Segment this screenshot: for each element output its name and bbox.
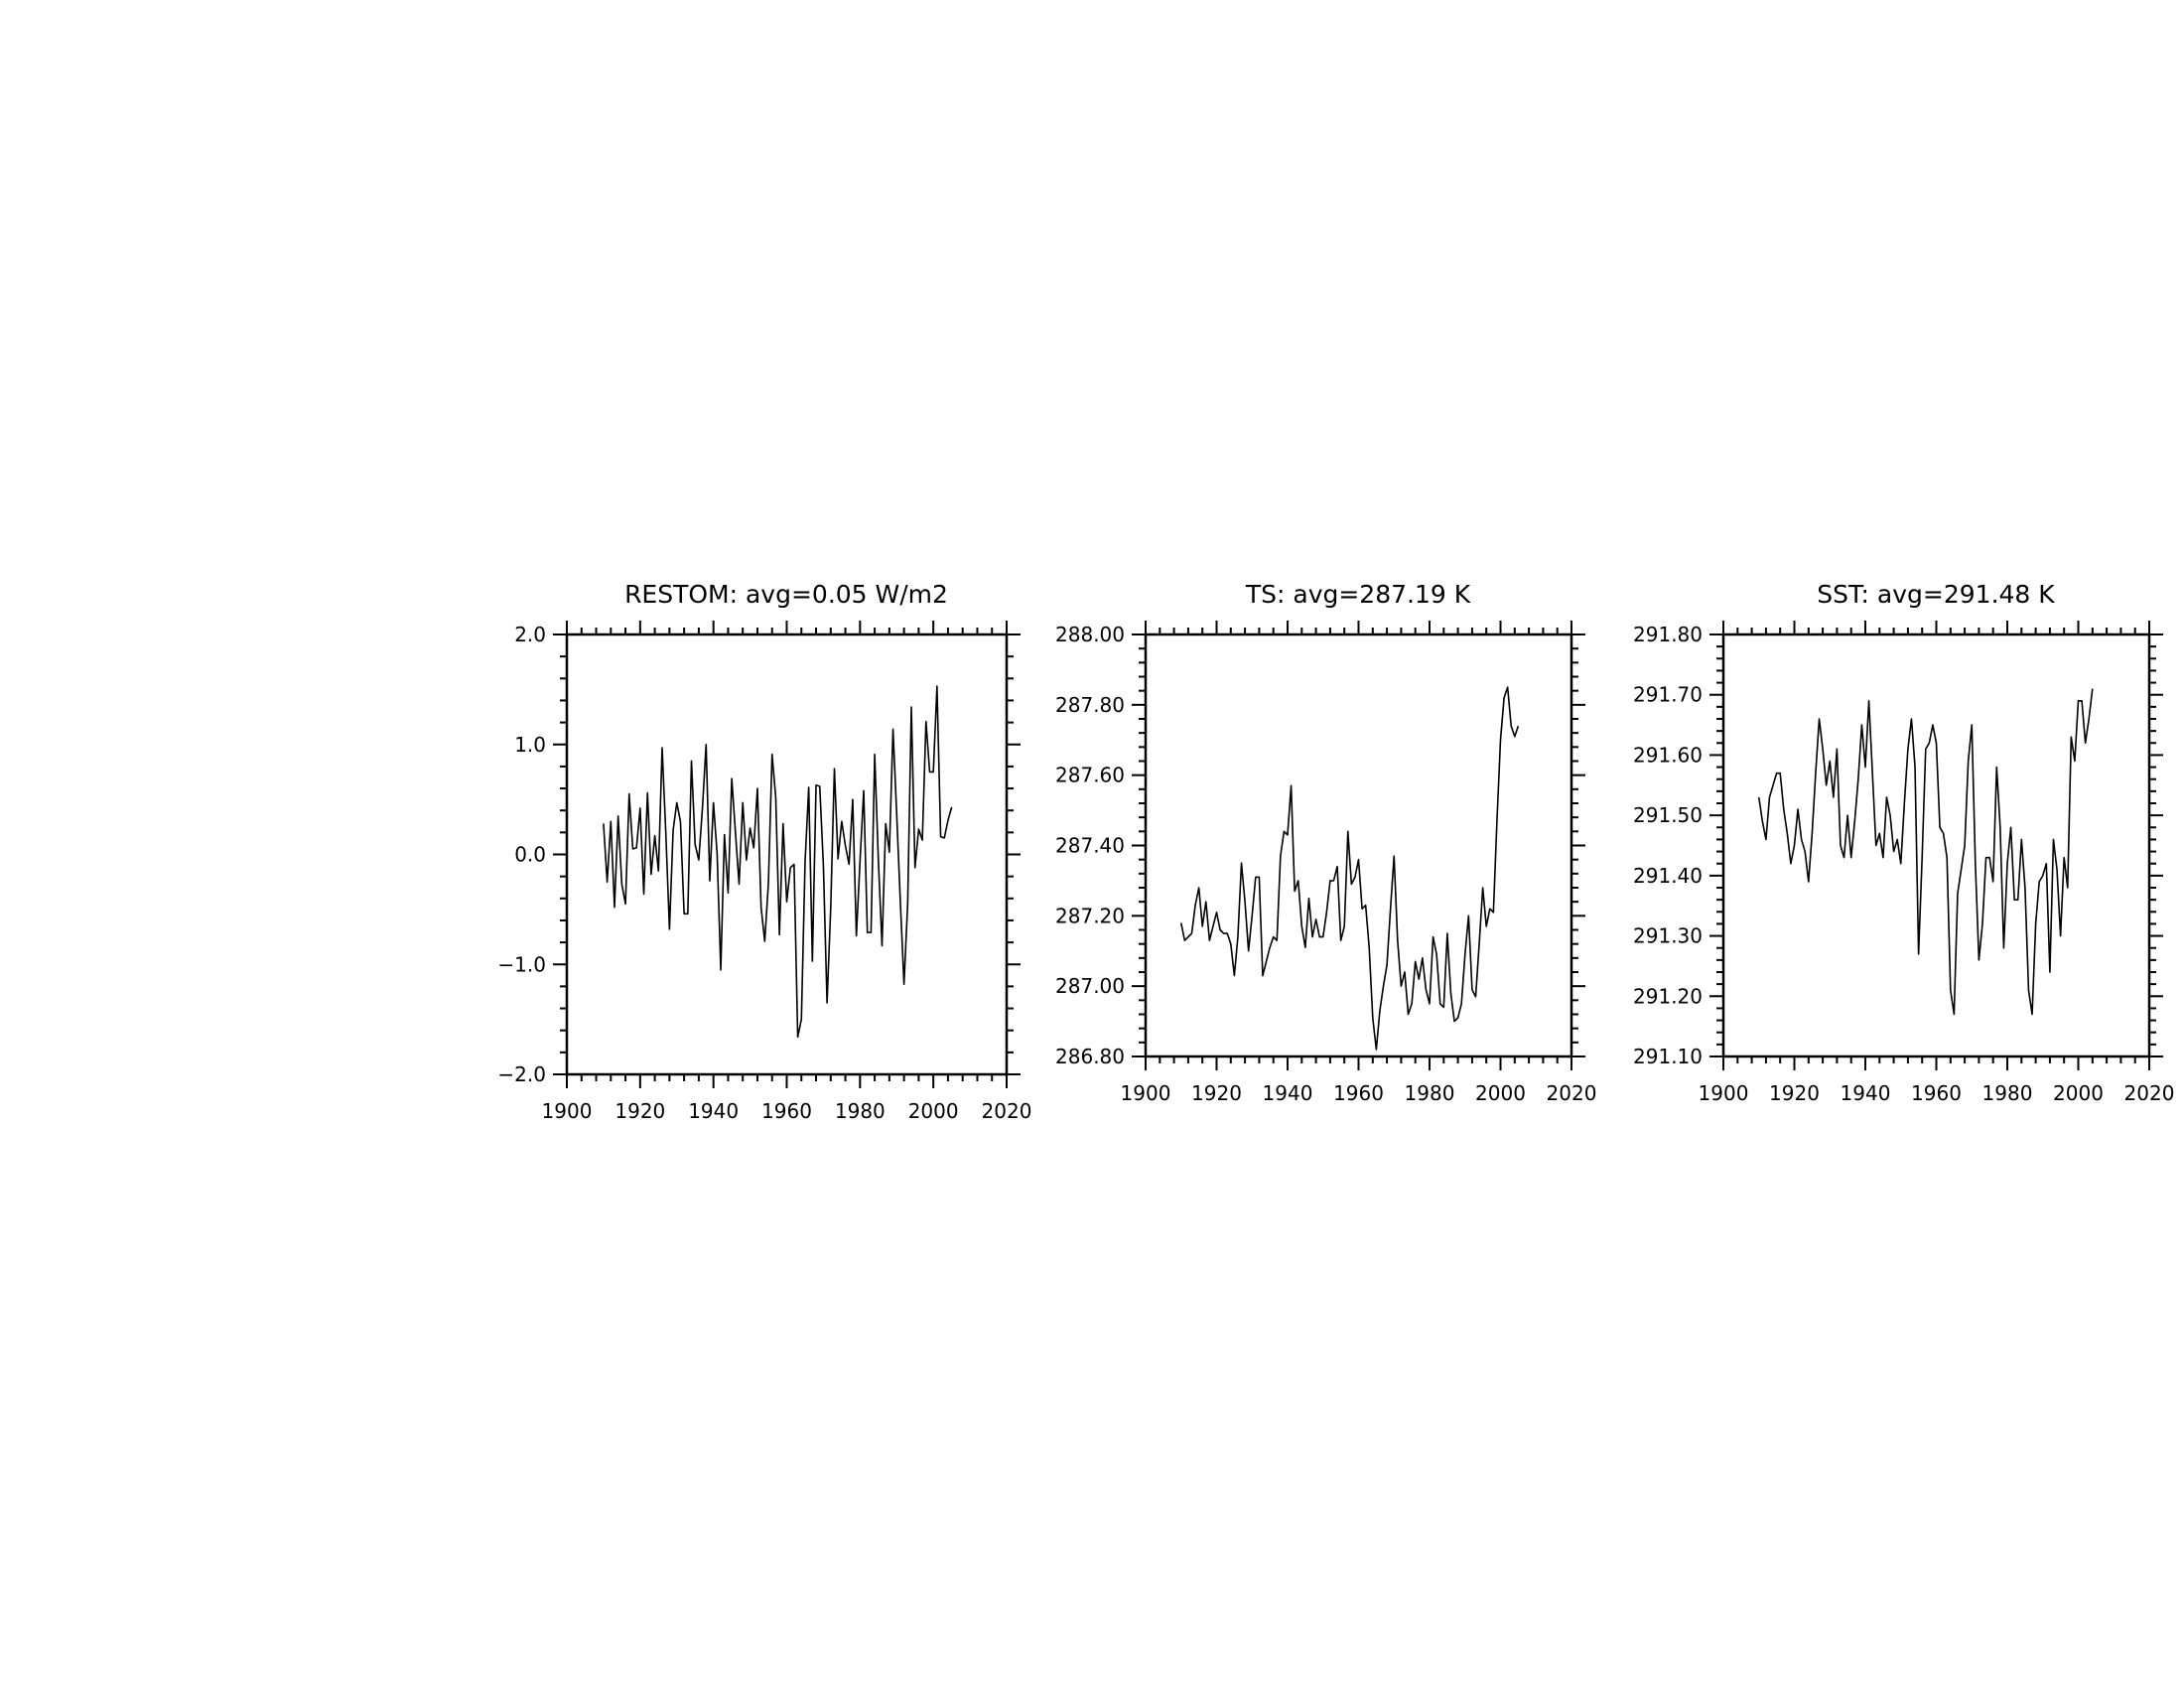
ts-tick-labels: 1900 1920 1940 1960 1980 2000 2020 286.80 287.00… — [1055, 623, 1596, 1105]
ts-panel: TS: avg=287.19 K 1900 1920 1940 1960 1980 200… — [1055, 580, 1596, 1105]
restom-ytick-label: 0.0 — [514, 843, 546, 867]
ts-xtick-label: 1980 — [1405, 1081, 1455, 1105]
restom-xtick-label: 1900 — [542, 1099, 593, 1123]
ts-ytick-label: 287.20 — [1055, 904, 1125, 927]
restom-xtick-label: 1960 — [761, 1099, 812, 1123]
ts-plot-frame — [1144, 633, 1573, 1058]
ts-ticks — [1132, 621, 1585, 1070]
sst-xtick-label: 1900 — [1699, 1081, 1749, 1105]
sst-series-line — [1757, 688, 2094, 1016]
sst-tick-labels: 1900 1920 1940 1960 1980 2000 2020 291.10 291.20… — [1633, 623, 2174, 1105]
ts-xtick-label: 1960 — [1333, 1081, 1384, 1105]
ts-ytick-label: 286.80 — [1055, 1045, 1125, 1068]
restom-xtick-label: 1980 — [835, 1099, 886, 1123]
restom-xtick-label: 2020 — [982, 1099, 1032, 1123]
sst-ytick-label: 291.30 — [1633, 924, 1703, 948]
sst-ticks — [1709, 621, 2163, 1070]
sst-ytick-label: 291.20 — [1633, 984, 1703, 1008]
sst-xtick-label: 2000 — [2053, 1081, 2104, 1105]
ts-title: TS: avg=287.19 K — [1245, 580, 1471, 609]
restom-ytick-label: 1.0 — [514, 733, 546, 757]
ts-xtick-label: 1920 — [1191, 1081, 1242, 1105]
sst-ytick-label: 291.50 — [1633, 803, 1703, 827]
restom-plot-frame — [565, 633, 1009, 1076]
ts-series-line — [1179, 686, 1520, 1051]
ts-ytick-label: 287.40 — [1055, 834, 1125, 858]
ts-ytick-label: 287.80 — [1055, 693, 1125, 717]
sst-xtick-label: 1980 — [1982, 1081, 2033, 1105]
restom-xtick-label: 1940 — [688, 1099, 739, 1123]
sst-plot-frame — [1721, 633, 2151, 1058]
restom-xtick-label: 2000 — [908, 1099, 959, 1123]
sst-ytick-label: 291.60 — [1633, 743, 1703, 767]
sst-title: SST: avg=291.48 K — [1817, 580, 2055, 609]
ts-xtick-label: 2000 — [1475, 1081, 1526, 1105]
sst-panel: SST: avg=291.48 K 1900 1920 1940 1960 1980 20… — [1633, 580, 2174, 1105]
sst-xtick-label: 1940 — [1841, 1081, 1891, 1105]
sst-ytick-label: 291.70 — [1633, 683, 1703, 707]
restom-ticks — [553, 621, 1021, 1088]
ts-ytick-label: 288.00 — [1055, 623, 1125, 646]
sst-xtick-label: 2020 — [2124, 1081, 2175, 1105]
restom-ytick-label: −1.0 — [497, 952, 546, 976]
ts-ytick-label: 287.60 — [1055, 764, 1125, 787]
ts-xtick-label: 1940 — [1263, 1081, 1313, 1105]
sst-ytick-label: 291.40 — [1633, 864, 1703, 888]
sst-xtick-label: 1960 — [1911, 1081, 1962, 1105]
restom-ytick-label: 2.0 — [514, 623, 546, 646]
restom-tick-labels: 1900 1920 1940 1960 1980 2000 2020 −2.0 −1.0 0.0 1… — [497, 623, 1031, 1123]
sst-ytick-label: 291.80 — [1633, 623, 1703, 646]
ts-xtick-label: 1900 — [1121, 1081, 1171, 1105]
restom-title: RESTOM: avg=0.05 W/m2 — [624, 580, 948, 609]
restom-xtick-label: 1920 — [614, 1099, 665, 1123]
sst-xtick-label: 1920 — [1769, 1081, 1820, 1105]
restom-series-line — [603, 685, 953, 1039]
restom-ytick-label: −2.0 — [497, 1062, 546, 1086]
sst-ytick-label: 291.10 — [1633, 1045, 1703, 1068]
ts-xtick-label: 2020 — [1547, 1081, 1597, 1105]
restom-panel: RESTOM: avg=0.05 W/m2 1900 1920 1940 1960 19… — [497, 580, 1031, 1123]
ts-ytick-label: 287.00 — [1055, 974, 1125, 998]
